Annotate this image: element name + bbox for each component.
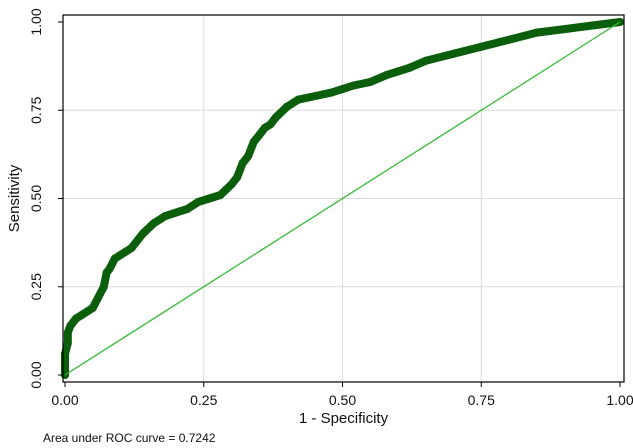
roc-point: [405, 63, 414, 72]
roc-point: [255, 131, 264, 139]
roc-point: [249, 138, 258, 146]
roc-point: [421, 56, 430, 65]
roc-point: [283, 102, 291, 111]
y-tick-label: 0.50: [28, 185, 44, 212]
roc-point: [349, 81, 358, 90]
roc-point: [266, 120, 275, 129]
roc-point: [238, 159, 247, 168]
roc-point: [105, 265, 114, 274]
roc-point: [183, 205, 192, 214]
roc-point: [127, 243, 136, 252]
roc-point: [61, 349, 69, 358]
roc-point: [194, 198, 203, 206]
roc-point: [149, 219, 158, 228]
roc-point: [532, 28, 541, 37]
roc-point: [63, 339, 72, 348]
y-tick-label: 0.25: [28, 273, 44, 300]
x-tick-label: 0.50: [329, 392, 356, 408]
x-tick-label: 1.00: [606, 392, 633, 408]
x-tick-label: 0.25: [190, 392, 217, 408]
roc-point: [477, 42, 486, 51]
roc-point: [382, 70, 391, 79]
auc-note: Area under ROC curve = 0.7242: [43, 431, 216, 445]
roc-point: [294, 95, 303, 104]
y-axis-title: Sensitivity: [6, 164, 23, 232]
roc-point: [244, 152, 253, 161]
roc-point: [205, 194, 214, 203]
x-axis-title: 1 - Specificity: [299, 410, 389, 427]
roc-point: [588, 21, 597, 30]
y-tick-label: 1.00: [28, 8, 44, 35]
reference-diagonal-line: [64, 21, 621, 376]
series-layer: [61, 18, 624, 379]
roc-point: [61, 360, 69, 369]
x-tick-label: 0.00: [51, 392, 78, 408]
roc-point: [338, 85, 347, 94]
roc-point: [271, 113, 280, 122]
roc-point: [94, 293, 103, 302]
roc-point: [116, 251, 125, 259]
roc-point: [233, 173, 242, 182]
roc-point: [449, 49, 458, 58]
roc-point: [310, 92, 319, 101]
roc-point: [160, 212, 169, 221]
roc-point: [366, 78, 375, 86]
x-tick-label: 0.75: [468, 392, 495, 408]
roc-point: [172, 208, 180, 217]
roc-point: [216, 191, 225, 199]
y-tick-label: 0.75: [28, 96, 44, 123]
roc-point: [560, 25, 569, 34]
roc-point: [327, 88, 336, 97]
y-tick-label: 0.00: [28, 361, 44, 388]
tick-layer: 0.00 0.25 0.50 0.75 1.00 0.00 0.25 0.50 0.75 1.00: [28, 8, 633, 408]
roc-point: [505, 35, 513, 44]
roc-point: [138, 229, 147, 238]
roc-point: [63, 328, 72, 337]
roc-point: [88, 303, 97, 312]
roc-point: [99, 282, 108, 291]
roc-point: [227, 180, 236, 189]
roc-point: [394, 67, 402, 76]
